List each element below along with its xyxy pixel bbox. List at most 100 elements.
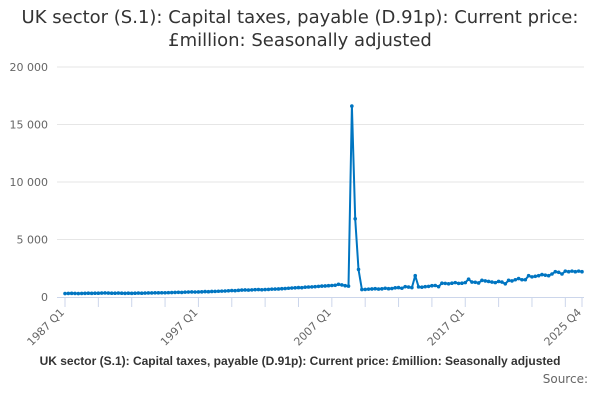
data-point	[353, 217, 357, 221]
data-point	[516, 276, 521, 281]
data-point	[283, 286, 287, 291]
data-point	[236, 288, 241, 293]
data-point	[310, 285, 314, 289]
data-point	[176, 290, 181, 295]
data-point	[290, 286, 294, 290]
line-chart: 0 5 000 10 000 15 000 20 000 1987 Q1 1997 Q1 20…	[10, 61, 585, 349]
data-point	[179, 290, 184, 295]
data-point	[103, 291, 107, 295]
data-point	[520, 277, 524, 282]
data-point	[570, 269, 574, 273]
data-point	[159, 290, 164, 295]
data-point	[493, 280, 498, 285]
y-tick-label: 0	[41, 291, 48, 304]
data-point	[333, 283, 337, 288]
data-point	[106, 291, 111, 295]
data-point	[453, 280, 458, 285]
data-point	[166, 290, 171, 295]
data-point	[216, 289, 221, 294]
data-point	[263, 287, 267, 292]
data-point	[93, 291, 97, 296]
data-point	[280, 286, 284, 291]
data-point	[546, 273, 551, 278]
data-point	[143, 291, 147, 295]
data-point	[303, 285, 307, 290]
data-point	[480, 278, 484, 283]
data-point	[563, 269, 568, 273]
data-point	[239, 288, 244, 292]
data-point	[536, 273, 541, 278]
data-point	[566, 269, 571, 274]
data-point	[336, 282, 341, 287]
data-point	[273, 287, 277, 291]
data-point	[413, 273, 418, 278]
data-point	[560, 272, 564, 276]
data-point	[346, 284, 351, 288]
data-point	[576, 269, 581, 273]
data-point	[256, 287, 261, 292]
data-point	[69, 291, 74, 296]
data-point	[380, 287, 384, 291]
data-point	[286, 286, 291, 291]
chart-caption: UK sector (S.1): Capital taxes, payable …	[39, 354, 561, 368]
data-point	[440, 281, 444, 286]
data-point	[89, 291, 94, 296]
data-point	[343, 283, 347, 288]
x-tick-label: 1997 Q1	[158, 306, 201, 349]
data-point	[393, 286, 398, 290]
data-point	[473, 280, 478, 285]
data-point	[63, 291, 67, 296]
data-point	[226, 288, 231, 293]
data-point	[450, 281, 454, 286]
data-point	[249, 288, 254, 292]
data-point	[416, 285, 421, 289]
data-point	[456, 281, 461, 286]
data-point	[466, 277, 471, 281]
data-point	[550, 272, 554, 276]
data-point	[163, 290, 167, 295]
data-point	[363, 287, 367, 292]
y-tick-label: 5 000	[17, 234, 49, 247]
data-point	[500, 280, 504, 284]
data-point	[496, 279, 501, 284]
y-tick-label: 20 000	[10, 61, 49, 74]
data-point	[169, 290, 174, 295]
data-point	[356, 267, 361, 272]
data-point	[209, 289, 214, 294]
data-point	[513, 277, 518, 282]
data-point	[396, 285, 401, 290]
x-tick-label: 1987 Q1	[25, 306, 68, 349]
data-point	[116, 291, 121, 295]
data-point	[126, 291, 131, 296]
data-point	[86, 291, 91, 296]
data-point	[470, 280, 474, 284]
y-tick-label: 10 000	[10, 176, 49, 189]
data-point	[300, 285, 304, 290]
data-point	[186, 290, 191, 294]
data-point	[510, 279, 514, 283]
chart-title: UK sector (S.1): Capital taxes, payable …	[21, 7, 579, 51]
data-point	[460, 281, 464, 286]
data-point	[490, 280, 494, 284]
data-point	[139, 291, 144, 296]
x-tick-label: 2025 Q4	[542, 306, 585, 349]
data-point	[243, 288, 247, 292]
x-tick-label: 2007 Q1	[291, 306, 334, 349]
data-point	[506, 278, 511, 283]
data-point	[400, 286, 404, 291]
data-point	[430, 283, 434, 288]
data-point	[203, 289, 207, 294]
source-label: Source:	[542, 372, 588, 386]
data-point	[129, 291, 134, 296]
data-point	[390, 286, 394, 291]
data-point	[259, 287, 264, 292]
data-point	[543, 273, 548, 277]
data-point	[530, 275, 534, 279]
data-point	[370, 287, 374, 291]
data-point	[350, 104, 354, 108]
data-point	[423, 284, 428, 289]
data-point	[526, 273, 531, 278]
data-point	[96, 291, 101, 296]
data-point	[523, 277, 528, 282]
data-point	[233, 288, 237, 293]
